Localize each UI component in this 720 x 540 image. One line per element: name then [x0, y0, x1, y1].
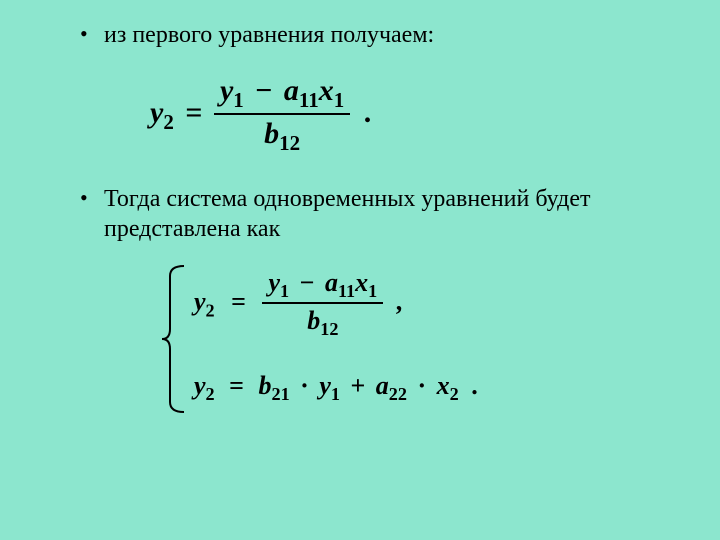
eq1-period: . — [358, 96, 372, 129]
eq1-denominator: b12 — [214, 115, 350, 156]
equation-system: y2 = y1 − a11x1 b12 , — [160, 264, 660, 414]
slide-content: из первого уравнения получаем: y2 = y1 −… — [0, 0, 720, 434]
eq1-lhs-var: y — [150, 96, 163, 129]
bullet-list: из первого уравнения получаем: — [80, 20, 660, 50]
system-eq-2: y2 = b21 · y1 + a22 · x2 . — [194, 368, 478, 408]
system-brace — [160, 264, 188, 414]
equation-1: y2 = y1 − a11x1 b12 . — [150, 74, 660, 156]
bullet-text-1: из первого уравнения получаем: — [104, 22, 434, 48]
eq1-lhs-sub: 2 — [163, 110, 174, 134]
eq1-fraction: y1 − a11x1 b12 — [214, 74, 350, 156]
bullet-list-2: Тогда система одновременных уравнений бу… — [80, 184, 660, 244]
eq1-numerator: y1 − a11x1 — [214, 74, 350, 115]
sys-eq1-denominator: b12 — [262, 304, 383, 340]
system-eq-1: y2 = y1 − a11x1 b12 , — [194, 264, 478, 344]
sys-eq1-fraction: y1 − a11x1 b12 — [262, 268, 383, 340]
eq1-eq-sign: = — [181, 96, 206, 129]
bullet-item-1: из первого уравнения получаем: — [80, 20, 660, 50]
bullet-text-2: Тогда система одновременных уравнений бу… — [104, 186, 590, 242]
bullet-item-2: Тогда система одновременных уравнений бу… — [80, 184, 660, 244]
sys-eq1-numerator: y1 − a11x1 — [262, 268, 383, 304]
